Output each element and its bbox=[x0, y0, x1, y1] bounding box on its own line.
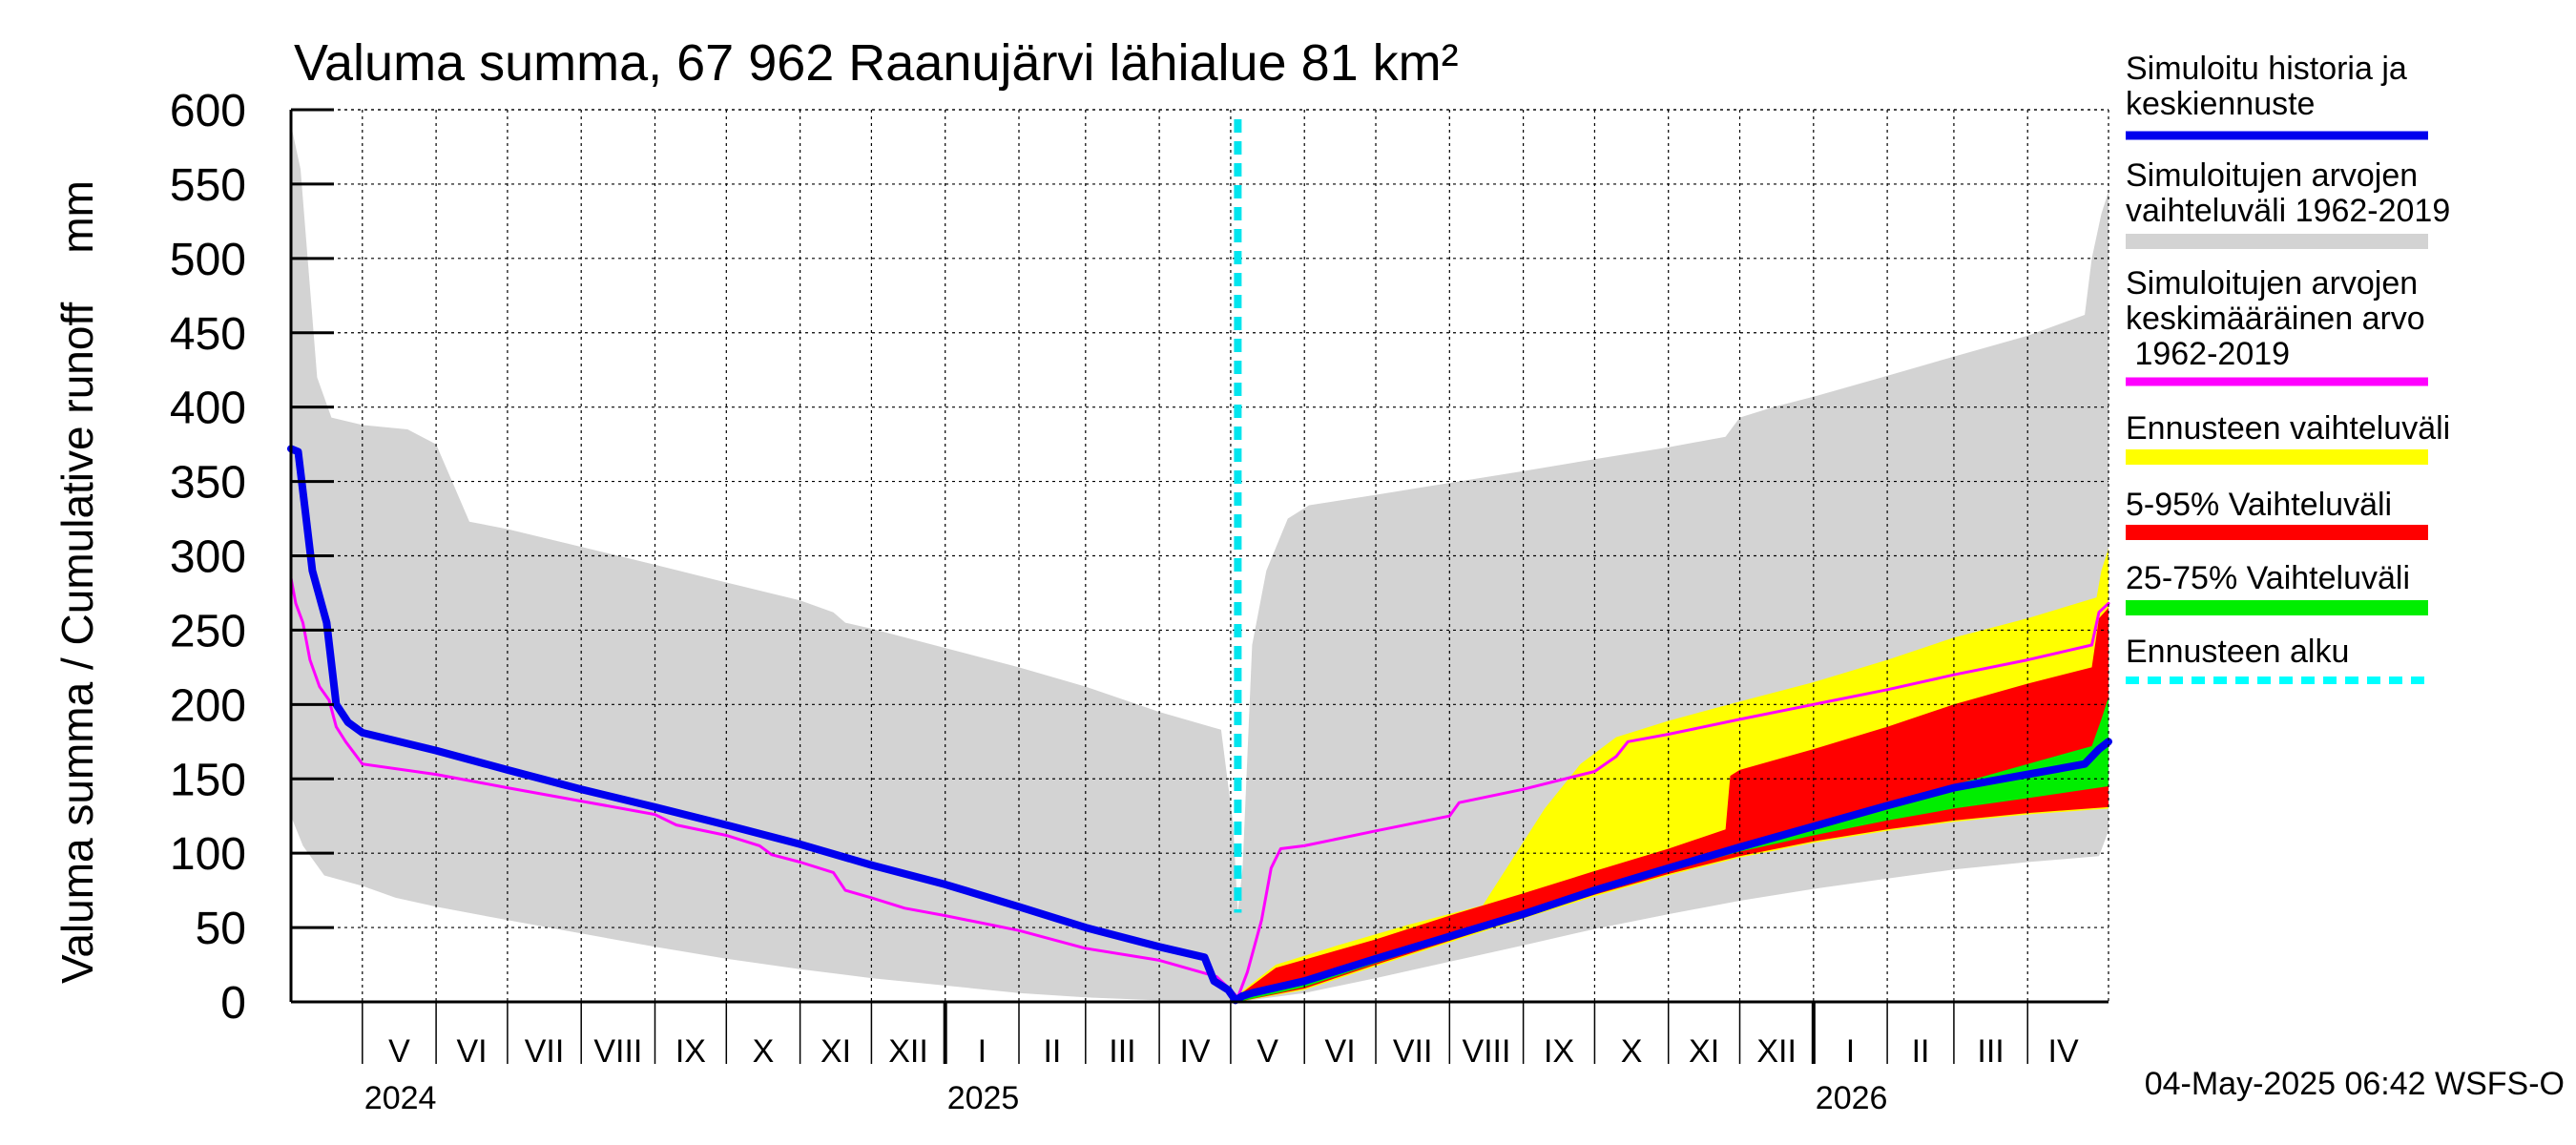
year-label: 2025 bbox=[947, 1080, 1020, 1116]
month-tick-label: VI bbox=[456, 1033, 487, 1070]
month-tick-label: IX bbox=[1544, 1033, 1574, 1070]
month-tick-label: VI bbox=[1325, 1033, 1356, 1070]
month-tick-label: I bbox=[1846, 1033, 1855, 1070]
legend-label-ennusteen-vaihteluv-li: Ennusteen vaihteluväli bbox=[2126, 410, 2450, 447]
month-tick-label: X bbox=[753, 1033, 775, 1070]
year-label: 2026 bbox=[1816, 1080, 1888, 1116]
month-tick-label: VIII bbox=[593, 1033, 642, 1070]
y-tick-label: 300 bbox=[170, 532, 246, 583]
legend-label-simuloitu-historia-ja-keskiennuste: Simuloitu historia ja keskiennuste bbox=[2126, 51, 2407, 122]
legend: Simuloitu historia ja keskiennuste Simuloi… bbox=[2126, 51, 2450, 684]
y-tick-label: 600 bbox=[170, 86, 246, 136]
month-tick-label: XI bbox=[821, 1033, 851, 1070]
month-tick-label: XII bbox=[888, 1033, 928, 1070]
y-tick-label: 0 bbox=[220, 978, 246, 1029]
month-tick-label: X bbox=[1621, 1033, 1643, 1070]
legend-label-25-75-vaihteluv-li: 25-75% Vaihteluväli bbox=[2126, 560, 2410, 596]
month-tick-label: III bbox=[1977, 1033, 2004, 1070]
year-label: 2024 bbox=[364, 1080, 437, 1116]
month-tick-label: II bbox=[1043, 1033, 1061, 1070]
legend-label-simuloitujen-arvojen-keskim-r-inen-arvo-1962-2019: Simuloitujen arvojen keskimääräinen arvo … bbox=[2126, 265, 2425, 372]
month-tick-label: XI bbox=[1689, 1033, 1719, 1070]
y-tick-label: 450 bbox=[170, 309, 246, 360]
timestamp: 04-May-2025 06:42 WSFS-O bbox=[2145, 1066, 2565, 1102]
y-tick-label: 350 bbox=[170, 458, 246, 509]
month-tick-label: I bbox=[978, 1033, 987, 1070]
axes-layer bbox=[289, 108, 2109, 1064]
month-tick-label: V bbox=[388, 1033, 410, 1070]
y-tick-label: 100 bbox=[170, 829, 246, 880]
month-tick-label: V bbox=[1257, 1033, 1278, 1070]
band-ennusteen-vaihteluv-li bbox=[1237, 548, 2109, 1002]
series-line-simuloitu-historia-ja-keskiennuste bbox=[287, 445, 2112, 1005]
y-tick-label: 200 bbox=[170, 680, 246, 731]
y-tick-label: 550 bbox=[170, 160, 246, 211]
month-tick-label: IX bbox=[675, 1033, 706, 1070]
month-tick-label: VII bbox=[525, 1033, 565, 1070]
y-axis-label: Valuma summa / Cumulative runoff mm bbox=[52, 180, 102, 984]
month-tick-label: II bbox=[1912, 1033, 1930, 1070]
y-tick-label: 400 bbox=[170, 384, 246, 434]
y-tick-label: 500 bbox=[170, 235, 246, 285]
month-tick-label: VII bbox=[1393, 1033, 1433, 1070]
month-tick-label: VIII bbox=[1462, 1033, 1510, 1070]
y-tick-label: 150 bbox=[170, 755, 246, 805]
month-tick-label: XII bbox=[1756, 1033, 1797, 1070]
month-tick-label: IV bbox=[1179, 1033, 1210, 1070]
legend-label-5-95-vaihteluv-li: 5-95% Vaihteluväli bbox=[2126, 487, 2392, 523]
y-tick-label: 250 bbox=[170, 606, 246, 656]
legend-label-simuloitujen-arvojen-vaihteluv-li-1962-2019: Simuloitujen arvojen vaihteluväli 1962-20… bbox=[2126, 157, 2450, 229]
series-line-simuloitujen-arvojen-keskim-r-inen-arvo-1962-2019 bbox=[289, 576, 2110, 999]
lines-layer bbox=[287, 119, 2112, 1005]
month-tick-label: III bbox=[1109, 1033, 1135, 1070]
y-tick-label: 50 bbox=[196, 904, 246, 954]
chart-title: Valuma summa, 67 962 Raanujärvi lähialue… bbox=[294, 34, 1459, 92]
month-tick-label: IV bbox=[2048, 1033, 2079, 1070]
bands-layer bbox=[291, 124, 2109, 1003]
legend-label-ennusteen-alku: Ennusteen alku bbox=[2126, 634, 2349, 670]
